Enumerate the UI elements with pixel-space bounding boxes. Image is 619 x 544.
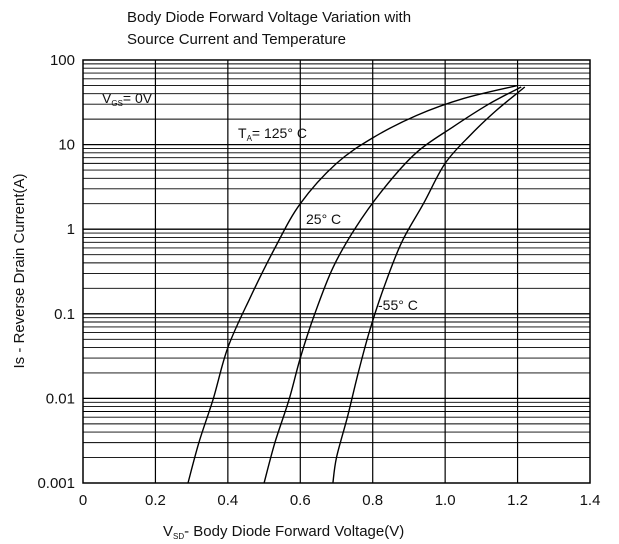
x-tick-label: 0.6 — [290, 492, 311, 509]
x-axis-label: VSD- Body Diode Forward Voltage(V) — [163, 523, 404, 541]
curve-125c — [187, 84, 518, 484]
x-tick-label: 0.2 — [145, 492, 166, 509]
plot-frame — [82, 59, 591, 484]
curve-25c — [263, 86, 522, 484]
x-tick-label: 0.4 — [217, 492, 238, 509]
x-tick-label: 1.2 — [507, 492, 528, 509]
vgs-annotation: VGS= 0V — [102, 90, 153, 108]
chart-title-line-1: Body Diode Forward Voltage Variation wit… — [127, 9, 411, 26]
y-tick-label: 100 — [50, 52, 75, 69]
y-tick-label: 10 — [58, 137, 75, 154]
y-tick-label: 0.001 — [37, 475, 75, 492]
curve-minus55c — [332, 86, 526, 484]
ta-125-label: TA= 125° C — [238, 125, 307, 143]
grid-lines — [83, 60, 590, 483]
y-tick-label: 0.01 — [46, 390, 75, 407]
t-minus55-label: -55° C — [378, 297, 418, 313]
x-tick-label: 0.8 — [362, 492, 383, 509]
x-tick-labels: 0 0.2 0.4 0.6 0.8 1.0 1.2 1.4 — [79, 492, 601, 509]
t-25-label: 25° C — [306, 211, 341, 227]
y-tick-label: 1 — [67, 221, 75, 238]
y-tick-labels: 0.001 0.01 0.1 1 10 100 — [37, 52, 75, 492]
y-tick-label: 0.1 — [54, 306, 75, 323]
curves — [187, 84, 526, 484]
x-tick-label: 0 — [79, 492, 87, 509]
chart-title-line-2: Source Current and Temperature — [127, 31, 346, 48]
x-tick-label: 1.0 — [435, 492, 456, 509]
x-tick-label: 1.4 — [580, 492, 601, 509]
y-axis-label: Is - Reverse Drain Current(A) — [11, 173, 28, 368]
